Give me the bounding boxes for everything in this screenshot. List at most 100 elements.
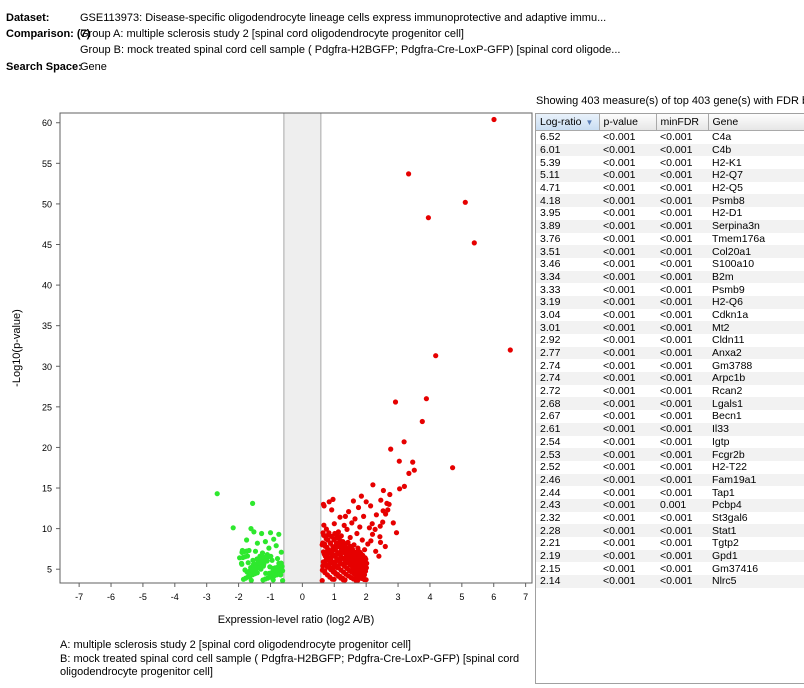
cell-min-fdr: <0.001 [656,321,708,334]
table-row[interactable]: 2.67 <0.001 <0.001 Becn1 [536,410,804,423]
data-point [347,534,353,541]
cell-min-fdr: 0.001 [656,498,708,512]
cell-p-value: <0.001 [603,486,636,499]
table-row[interactable]: 2.46 <0.001 <0.001 Fam19a1 [536,473,804,487]
data-point [369,531,376,537]
data-point [368,503,374,509]
table-row[interactable]: 2.21 <0.001 <0.001 Tgtp2 [536,537,804,550]
cell-log-ratio: 2.67 [540,410,561,423]
data-point [401,439,407,445]
table-row[interactable]: 2.92 <0.001 <0.001 Cldn11 [536,334,804,347]
table-row[interactable]: 2.44 <0.001 <0.001 Tap1 [536,486,804,499]
data-point [278,549,284,555]
data-point [387,491,393,498]
table-row[interactable]: 2.54 <0.001 <0.001 Igtp [536,436,804,449]
data-point [377,534,383,540]
cell-min-fdr: <0.001 [660,182,693,195]
results-panel: Showing 403 measure(s) of top 403 gene(s… [535,95,804,684]
cell-p-value: <0.001 [603,359,636,372]
table-row[interactable]: 2.43 <0.001 0.001 Pcbp4 [536,498,804,512]
table-row[interactable]: 2.32 <0.001 <0.001 St3gal6 [536,512,804,525]
data-point [326,499,332,505]
table-row[interactable]: 4.71 <0.001 <0.001 H2-Q5 [536,182,804,195]
table-row[interactable]: 6.01 <0.001 <0.001 C4b [536,143,804,157]
table-row[interactable]: 2.72 <0.001 <0.001 Rcan2 [536,385,804,398]
cell-min-fdr: <0.001 [660,207,693,220]
data-point [278,567,284,573]
table-row[interactable]: 5.11 <0.001 <0.001 H2-Q7 [536,169,804,182]
cell-p-value: <0.001 [599,498,656,512]
table-row[interactable]: 2.74 <0.001 <0.001 Arpc1b [536,372,804,385]
cell-p-value: <0.001 [603,182,636,195]
cell-min-fdr: <0.001 [656,143,708,157]
table-row[interactable]: 6.52 <0.001 <0.001 C4a [536,131,804,144]
data-point [254,540,260,546]
cell-gene: Pcbp4 [708,498,804,512]
column-header-p-value[interactable]: p-value [599,114,657,131]
table-row[interactable]: 4.18 <0.001 <0.001 Psmb8 [536,194,804,208]
table-row[interactable]: 3.46 <0.001 <0.001 S100a10 [536,258,804,271]
table-row[interactable]: 2.61 <0.001 <0.001 Il33 [536,422,804,436]
cell-p-value: <0.001 [599,169,656,182]
data-point [252,548,259,554]
cell-gene: C4b [708,143,804,157]
data-point [507,347,513,353]
dataset-value: GSE113973: Disease-specific oligodendroc… [80,12,607,24]
cell-log-ratio: 2.14 [536,575,599,588]
plot-background [60,113,532,583]
table-row[interactable]: 2.19 <0.001 <0.001 Gpd1 [536,549,804,563]
cell-log-ratio: 2.92 [540,334,561,347]
table-row[interactable]: 3.01 <0.001 <0.001 Mt2 [536,321,804,334]
data-point [270,577,276,583]
data-point [344,526,350,532]
data-point [269,557,275,563]
cell-p-value: <0.001 [603,308,636,321]
results-table-container[interactable]: Log-ratio ▼ p-value minFDR Gene 6.52 <0.001 <0… [535,113,804,684]
cell-log-ratio: 3.76 [540,232,561,245]
x-tick-label: 2 [364,592,369,602]
cell-p-value: <0.001 [599,219,656,233]
table-row[interactable]: 2.77 <0.001 <0.001 Anxa2 [536,346,804,360]
data-point [373,548,379,554]
cell-min-fdr: <0.001 [660,334,693,347]
cell-log-ratio: 2.68 [536,397,599,411]
data-point [238,560,245,566]
table-row[interactable]: 3.76 <0.001 <0.001 Tmem176a [536,233,804,246]
table-row[interactable]: 5.39 <0.001 <0.001 H2-K1 [536,156,804,169]
cell-min-fdr: <0.001 [656,194,708,208]
table-row[interactable]: 2.15 <0.001 <0.001 Gm37416 [536,562,804,575]
table-row[interactable]: 2.28 <0.001 <0.001 Stat1 [536,524,804,537]
column-header-minfdr[interactable]: minFDR [656,114,709,131]
table-row[interactable]: 2.14 <0.001 <0.001 Nlrc5 [536,575,804,588]
data-point [382,543,388,550]
cell-min-fdr: <0.001 [656,524,708,537]
table-row[interactable]: 3.19 <0.001 <0.001 H2-Q6 [536,295,804,309]
table-row[interactable]: 3.34 <0.001 <0.001 B2m [536,270,804,284]
table-row[interactable]: 3.89 <0.001 <0.001 Serpina3n [536,219,804,233]
table-row[interactable]: 2.74 <0.001 <0.001 Gm3788 [536,359,804,372]
column-header-log-ratio[interactable]: Log-ratio ▼ [536,114,600,131]
data-point [410,459,416,465]
table-row[interactable]: 3.04 <0.001 <0.001 Cdkn1a [536,309,804,322]
table-row[interactable]: 3.33 <0.001 <0.001 Psmb9 [536,283,804,296]
data-point [380,519,386,525]
table-row[interactable]: 2.68 <0.001 <0.001 Lgals1 [536,397,804,411]
cell-log-ratio: 3.01 [536,321,599,334]
data-point [388,446,394,452]
data-point [250,500,256,506]
cell-min-fdr: <0.001 [660,385,693,398]
cell-log-ratio: 2.53 [536,448,599,461]
table-row[interactable]: 3.95 <0.001 <0.001 H2-D1 [536,207,804,220]
table-row[interactable]: 2.53 <0.001 <0.001 Fcgr2b [536,448,804,461]
column-header-gene[interactable]: Gene [708,114,804,131]
data-point [260,563,266,569]
data-point [373,512,379,518]
table-row[interactable]: 2.52 <0.001 <0.001 H2-T22 [536,461,804,474]
data-point [350,498,356,504]
table-row[interactable]: 3.51 <0.001 <0.001 Col20a1 [536,245,804,258]
cell-gene: Mt2 [708,321,804,334]
caption-group-a: A: multiple sclerosis study 2 [spinal co… [60,639,411,651]
cell-p-value: <0.001 [603,385,636,398]
x-tick-label: -4 [171,592,179,602]
y-tick-label: 60 [42,118,52,128]
